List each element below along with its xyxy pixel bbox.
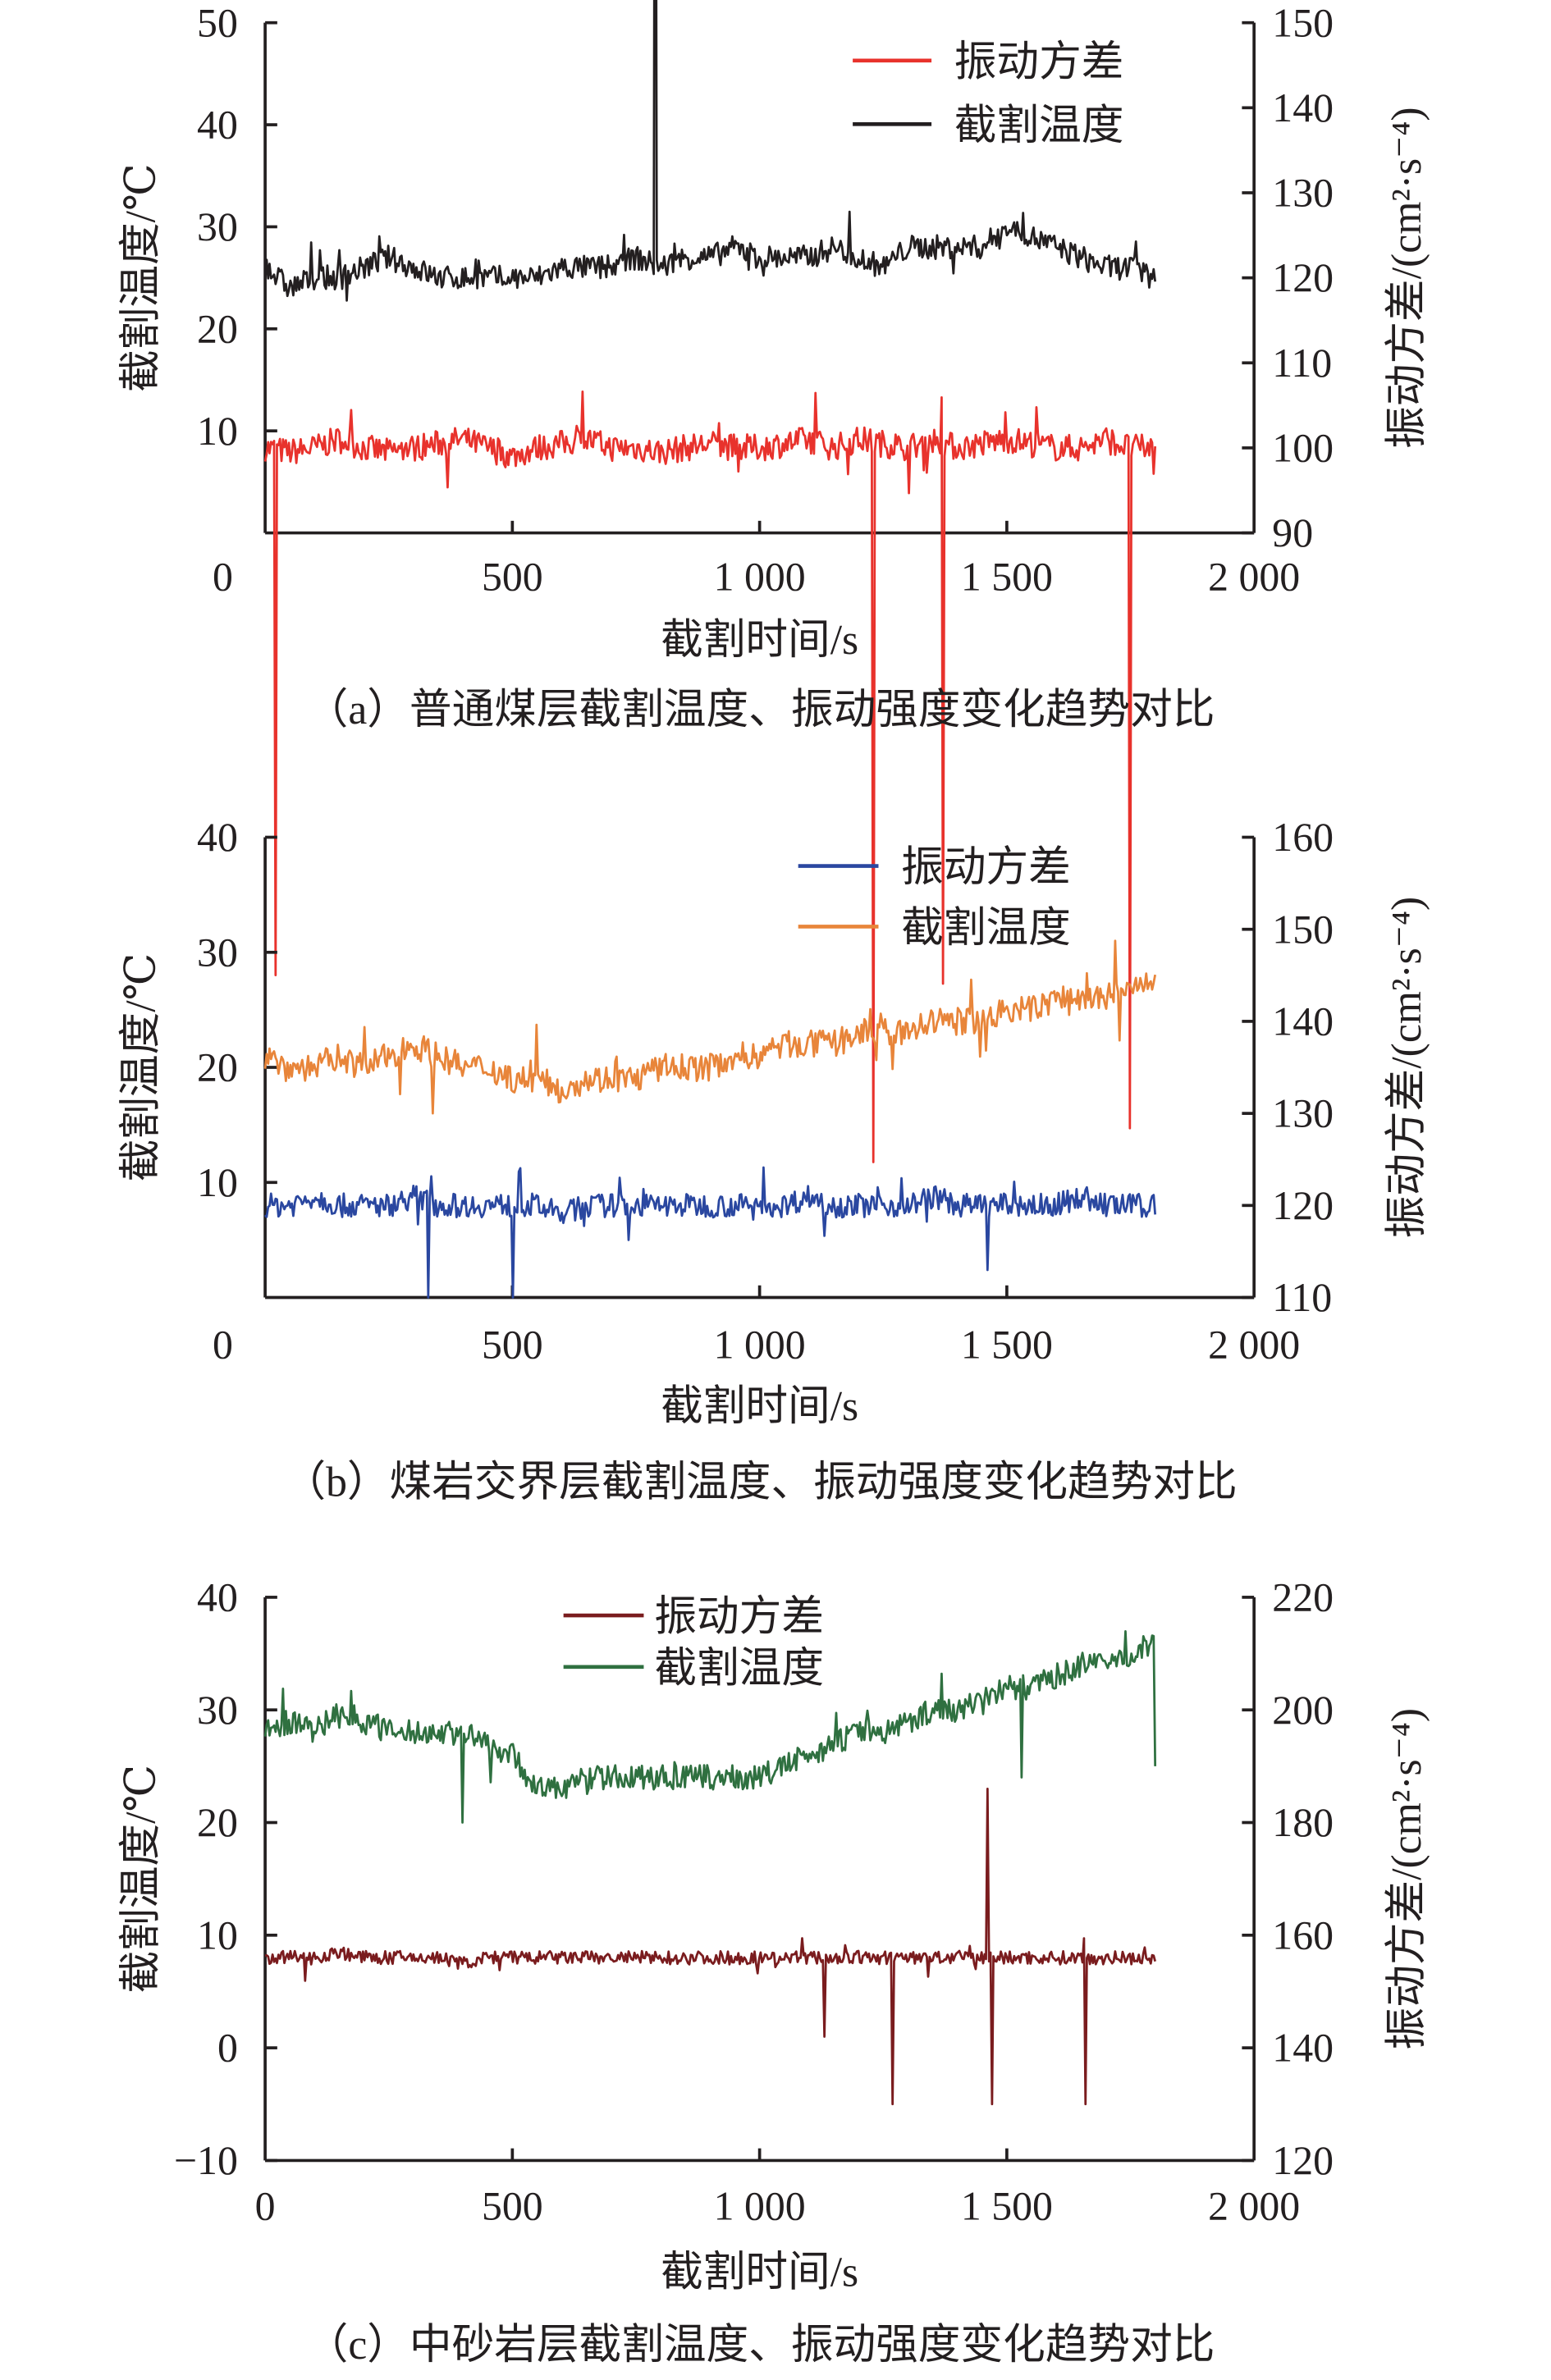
x-tick-label: 1 000 bbox=[714, 1322, 806, 1367]
y-left-tick-label: 50 bbox=[197, 0, 238, 45]
y-right-tick-label: 110 bbox=[1272, 1275, 1332, 1320]
y-right-axis-label: 振动方差/(cm²·s⁻⁴) bbox=[1384, 107, 1430, 449]
series-line-temperature bbox=[263, 0, 1157, 302]
y-left-tick-label: 0 bbox=[217, 2026, 238, 2071]
panel-caption: （a）普通煤层截割温度、振动强度变化趋势对比 bbox=[306, 687, 1215, 733]
series-line-temperature bbox=[263, 939, 1157, 1115]
y-right-tick-label: 180 bbox=[1272, 1800, 1334, 1845]
y-right-tick-label: 160 bbox=[1272, 1912, 1334, 1957]
chart-panel-2: 0 500 1 000 1 500 2 000 10 20 30 40 110 120 130 140 1… bbox=[117, 815, 1430, 1505]
x-tick-label: 0 bbox=[213, 555, 233, 600]
y-right-tick-label: 200 bbox=[1272, 1688, 1334, 1733]
y-right-tick-label: 100 bbox=[1272, 426, 1334, 471]
panel-caption: （b）煤岩交界层截割温度、振动强度变化趋势对比 bbox=[283, 1459, 1237, 1505]
chart-panel-1: 0 500 1 000 1 500 2 000 10 20 30 40 50 90 100 110 120… bbox=[117, 0, 1430, 1163]
x-tick-label: 0 bbox=[255, 2183, 276, 2228]
y-right-tick-label: 150 bbox=[1272, 907, 1334, 952]
x-tick-label: 500 bbox=[482, 2183, 543, 2228]
x-tick-label: 2 000 bbox=[1208, 555, 1300, 600]
y-right-axis-label: 振动方差/(cm²·s⁻⁴) bbox=[1384, 897, 1430, 1239]
y-left-tick-label: 10 bbox=[197, 1912, 238, 1957]
y-right-tick-label: 120 bbox=[1272, 255, 1334, 300]
legend-label: 截割温度 bbox=[954, 103, 1124, 149]
y-left-tick-label: 30 bbox=[197, 930, 238, 975]
y-right-tick-label: 120 bbox=[1272, 2138, 1334, 2183]
y-left-tick-label: 40 bbox=[197, 103, 238, 148]
y-left-tick-label: 40 bbox=[197, 815, 238, 860]
y-left-tick-label: 10 bbox=[197, 1160, 238, 1205]
x-axis-label: 截割时间/s bbox=[661, 617, 858, 664]
legend-label: 截割温度 bbox=[654, 1645, 824, 1692]
x-tick-label: 1 000 bbox=[714, 2183, 806, 2228]
x-tick-label: 500 bbox=[482, 1322, 543, 1367]
y-left-axis-label: 截割温度/℃ bbox=[117, 163, 164, 392]
y-right-tick-label: 130 bbox=[1272, 1091, 1334, 1136]
series-line-vibration-variance bbox=[264, 1166, 1157, 1299]
legend-label: 振动方差 bbox=[954, 39, 1124, 85]
y-left-tick-label: 10 bbox=[197, 409, 238, 454]
y-right-tick-label: 90 bbox=[1272, 510, 1313, 555]
chart-panel-3: 0 500 1 000 1 500 2 000 −10 0 10 20 30 40 120 140 160… bbox=[117, 1575, 1430, 2369]
x-axis-label: 截割时间/s bbox=[661, 1383, 858, 1430]
x-axis-label: 截割时间/s bbox=[661, 2250, 858, 2296]
legend-label: 截割温度 bbox=[901, 905, 1071, 952]
y-left-tick-label: 30 bbox=[197, 1688, 238, 1733]
series-line-vibration-variance bbox=[263, 391, 1157, 1163]
x-tick-label: 1 500 bbox=[961, 555, 1053, 600]
y-left-tick-label: 20 bbox=[197, 1800, 238, 1845]
y-right-tick-label: 140 bbox=[1272, 999, 1334, 1044]
y-left-tick-label: 20 bbox=[197, 1045, 238, 1090]
y-right-tick-label: 220 bbox=[1272, 1575, 1334, 1620]
y-left-tick-label: 40 bbox=[197, 1575, 238, 1620]
x-tick-label: 1 500 bbox=[961, 2183, 1053, 2228]
y-right-tick-label: 160 bbox=[1272, 815, 1334, 860]
y-right-tick-label: 140 bbox=[1272, 85, 1334, 130]
y-left-axis-label: 截割温度/℃ bbox=[117, 953, 164, 1182]
y-right-tick-label: 120 bbox=[1272, 1183, 1334, 1228]
x-tick-label: 1 000 bbox=[714, 555, 806, 600]
series-line-temperature bbox=[263, 1630, 1157, 1824]
y-right-tick-label: 130 bbox=[1272, 171, 1334, 216]
x-tick-label: 1 500 bbox=[961, 1322, 1053, 1367]
y-right-axis-label: 振动方差/(cm²·s⁻⁴) bbox=[1384, 1708, 1430, 2050]
x-tick-label: 0 bbox=[213, 1322, 233, 1367]
x-tick-label: 2 000 bbox=[1208, 1322, 1300, 1367]
panel-caption: （c）中砂岩层截割温度、振动强度变化趋势对比 bbox=[306, 2322, 1215, 2369]
x-tick-label: 500 bbox=[482, 555, 543, 600]
y-left-tick-label: 30 bbox=[197, 204, 238, 249]
y-left-axis-label: 截割温度/℃ bbox=[117, 1765, 164, 1994]
series-line-vibration-variance bbox=[264, 1787, 1156, 2106]
legend-label: 振动方差 bbox=[654, 1594, 824, 1641]
y-left-tick-label: 20 bbox=[197, 306, 238, 351]
y-right-tick-label: 150 bbox=[1272, 0, 1334, 45]
legend-label: 振动方差 bbox=[901, 844, 1071, 891]
y-right-tick-label: 140 bbox=[1272, 2026, 1334, 2071]
x-tick-label: 2 000 bbox=[1208, 2183, 1300, 2228]
y-right-tick-label: 110 bbox=[1272, 340, 1332, 386]
y-left-tick-label: −10 bbox=[174, 2138, 238, 2183]
